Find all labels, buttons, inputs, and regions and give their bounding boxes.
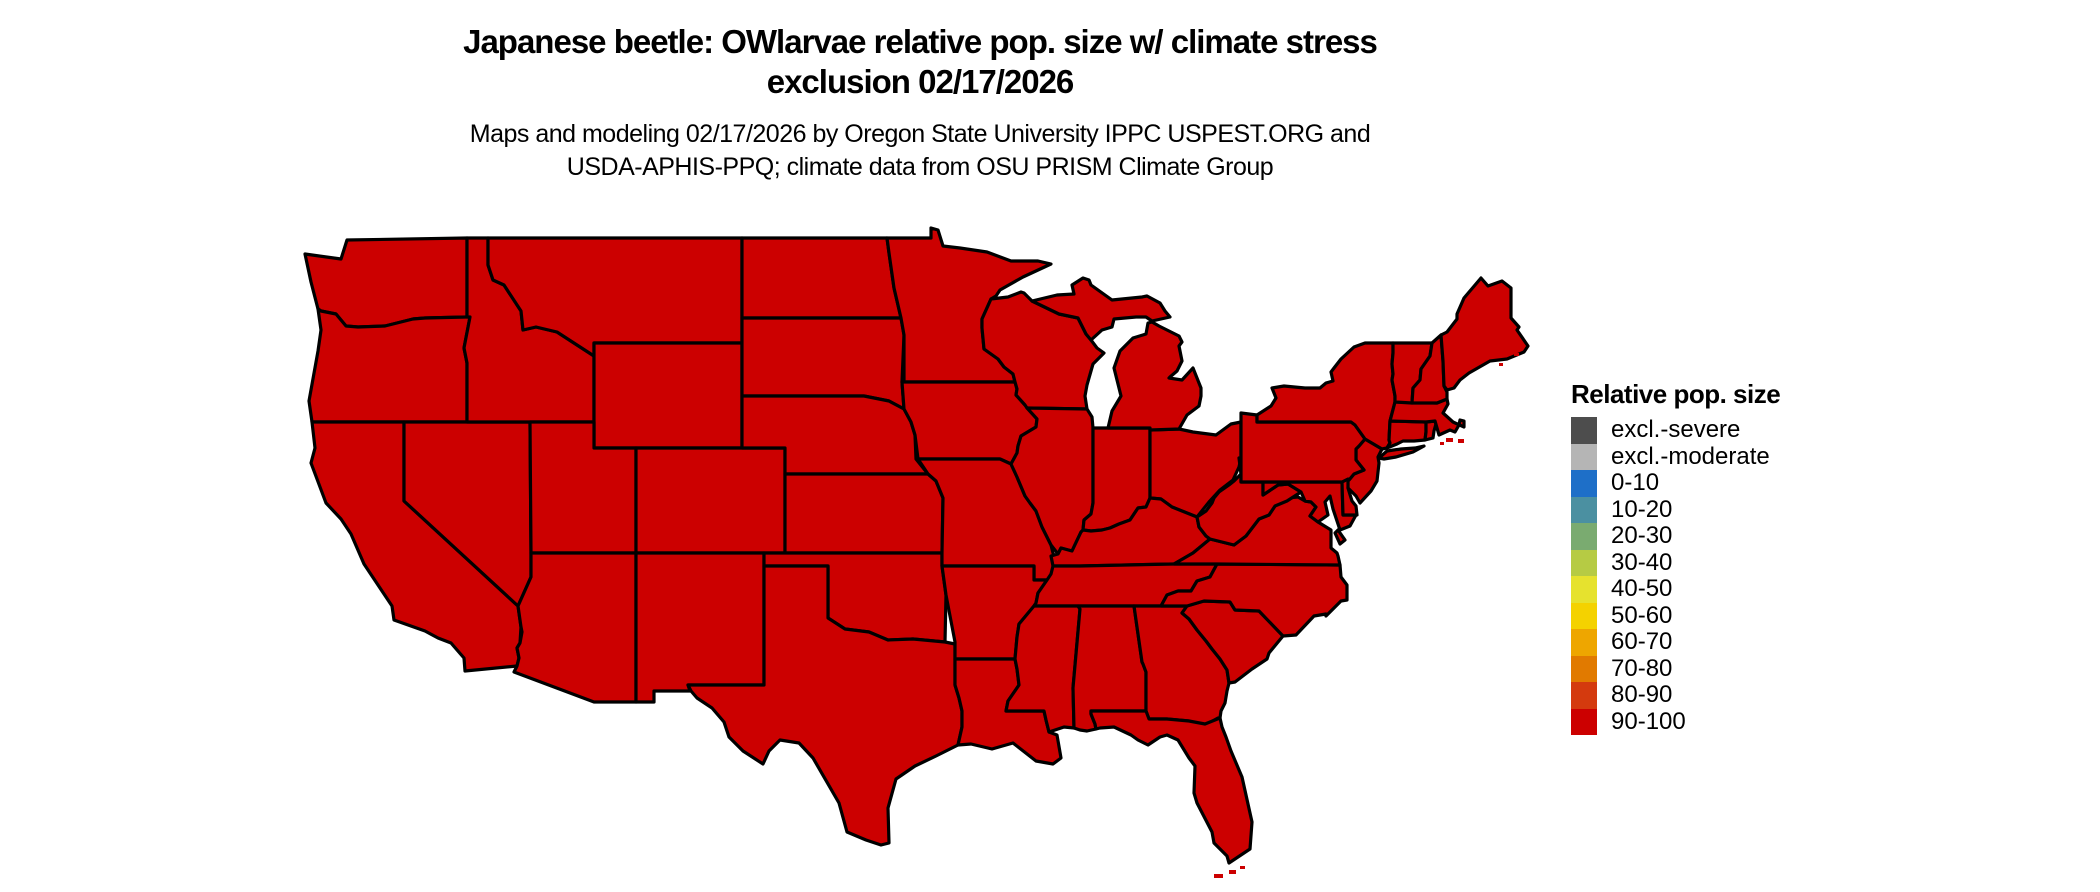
title-line-1: Japanese beetle: OWlarvae relative pop. … [463,23,1378,60]
legend-swatch [1571,602,1597,629]
legend-item-0-10: 0-10 [1571,469,1780,497]
legend-swatch [1571,443,1597,470]
state-new-york-long-island [1377,444,1426,461]
page-subtitle: Maps and modeling 02/17/2026 by Oregon S… [0,118,1840,184]
legend-item-80-90: 80-90 [1571,681,1780,709]
subtitle-line-1: Maps and modeling 02/17/2026 by Oregon S… [469,120,1371,148]
state-florida [1089,709,1254,865]
legend-item-60-70: 60-70 [1571,628,1780,656]
state-maine [1439,276,1530,392]
state-connecticut [1385,419,1428,450]
state-texas [686,564,964,847]
legend-item-50-60: 50-60 [1571,601,1780,629]
marthas-vineyard-nantucket-islands [1440,438,1464,445]
legend-swatch [1571,496,1597,523]
legend-label: 0-10 [1611,469,1660,497]
page-title: Japanese beetle: OWlarvae relative pop. … [0,22,1840,102]
legend-label: 50-60 [1611,601,1673,629]
legend-swatch [1571,523,1597,550]
legend-item-20-30: 20-30 [1571,522,1780,550]
title-line-2: exclusion 02/17/2026 [766,63,1075,100]
legend-label: excl.-moderate [1611,442,1770,470]
legend-swatch [1571,708,1597,735]
legend-label: excl.-severe [1611,416,1741,444]
state-maryland [1261,480,1358,532]
legend-title: Relative pop. size [1571,379,1781,409]
state-kansas [783,472,945,555]
legend-label: 70-80 [1611,654,1673,682]
legend-label: 80-90 [1611,681,1673,709]
legend-item-excl-moderate: excl.-moderate [1571,442,1780,470]
legend-label: 10-20 [1611,495,1673,523]
legend-item-40-50: 40-50 [1571,575,1780,603]
legend-swatch [1571,417,1597,444]
state-wyoming [592,341,744,450]
state-north-carolina [1159,562,1349,638]
state-colorado [634,446,787,555]
state-oregon [307,307,472,424]
us-map [303,226,1530,878]
maine-coast-islands [1499,353,1519,366]
legend-item-30-40: 30-40 [1571,548,1780,576]
legend: Relative pop. size excl.-severe excl.-mo… [1571,379,1781,735]
state-arizona [512,551,638,704]
state-michigan-lower [1106,320,1203,432]
legend-swatch [1571,682,1597,709]
legend-item-90-100: 90-100 [1571,707,1780,735]
legend-label: 90-100 [1611,707,1686,735]
legend-item-excl-severe: excl.-severe [1571,416,1780,444]
legend-swatch [1571,576,1597,603]
legend-label: 60-70 [1611,628,1673,656]
legend-swatch [1571,470,1597,497]
legend-swatch [1571,655,1597,682]
legend-item-70-80: 70-80 [1571,654,1780,682]
legend-swatch [1571,629,1597,656]
florida-keys-islands [1214,866,1245,878]
legend-swatch [1571,549,1597,576]
state-michigan-upper [1030,276,1172,342]
legend-item-10-20: 10-20 [1571,495,1780,523]
state-new-mexico [634,551,766,704]
subtitle-line-2: USDA-APHIS-PPQ; climate data from OSU PR… [566,153,1274,181]
states-group [303,226,1530,878]
legend-label: 40-50 [1611,575,1673,603]
legend-label: 30-40 [1611,548,1673,576]
legend-label: 20-30 [1611,522,1673,550]
state-north-dakota [740,236,903,320]
state-virginia-eastern-shore [1333,528,1347,546]
